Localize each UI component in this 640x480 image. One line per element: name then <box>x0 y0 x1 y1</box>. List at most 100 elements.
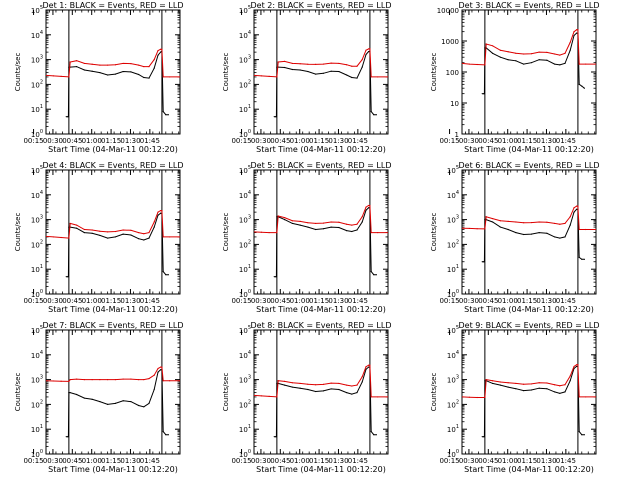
events-point <box>91 70 93 72</box>
events-point <box>167 114 169 116</box>
x-tick-label: 01:15 <box>517 137 537 145</box>
y-tick-label: 105 <box>447 165 459 175</box>
y-tick-exponent: 5 <box>456 325 459 331</box>
y-tick-base: 10 <box>31 451 40 459</box>
x-tick-label: 01:15 <box>309 297 329 305</box>
events-point <box>276 66 278 68</box>
y-tick-label: 102 <box>239 399 251 409</box>
events-point <box>276 382 278 385</box>
lld-point <box>595 63 596 65</box>
events-point <box>373 114 375 116</box>
lld-point <box>515 52 517 54</box>
lld-point <box>499 220 501 222</box>
y-tick-label: 101 <box>31 264 43 274</box>
events-point <box>291 68 293 71</box>
plot-frame <box>253 9 389 135</box>
lld-point <box>122 62 124 65</box>
events-point <box>515 60 517 62</box>
x-tick-label: 01:00 <box>498 457 518 465</box>
lld-point <box>52 236 54 238</box>
lld-point <box>322 222 324 224</box>
events-point <box>578 83 580 85</box>
lld-point <box>161 48 163 50</box>
lld-point <box>387 396 388 398</box>
x-tick-label: 00:30 <box>459 457 479 465</box>
events-point <box>559 237 561 239</box>
lld-point <box>276 76 278 78</box>
lld-point <box>368 48 370 50</box>
lld-point <box>523 383 525 385</box>
lld-point <box>260 231 262 233</box>
lld-point <box>330 62 332 64</box>
events-point <box>484 47 486 49</box>
lld-point <box>169 380 171 382</box>
lld-point <box>268 395 270 398</box>
events-point <box>138 73 140 76</box>
events-point <box>578 431 580 433</box>
lld-point <box>157 211 159 213</box>
events-point <box>91 398 93 400</box>
y-tick-exponent: 4 <box>40 30 43 36</box>
lld-point <box>564 52 566 54</box>
events-point <box>581 85 583 87</box>
plot-data <box>254 204 388 278</box>
y-tick-exponent: 4 <box>40 350 43 356</box>
lld-point <box>153 221 155 223</box>
lld-point <box>153 59 155 61</box>
x-axis-label: Start Time (04-Mar-11 00:12:20) <box>48 465 178 474</box>
x-tick-label: 00:15 <box>231 457 251 465</box>
lld-point <box>99 379 101 381</box>
y-tick-exponent: 0 <box>248 129 251 135</box>
events-point <box>143 239 145 241</box>
lld-point <box>46 380 47 382</box>
lld-point <box>143 66 145 68</box>
lld-point <box>361 59 363 61</box>
lld-point <box>530 221 532 224</box>
plot-data <box>462 364 596 438</box>
x-tick-label: 00:45 <box>478 137 498 145</box>
y-axis-label: Counts/sec <box>430 373 438 412</box>
y-tick-label: 103 <box>239 375 251 385</box>
events-point <box>143 76 145 79</box>
y-tick-label: 1000 <box>441 38 459 46</box>
lld-point <box>330 382 332 384</box>
plot-frame <box>461 169 597 295</box>
y-tick-base: 10 <box>31 32 40 40</box>
y-tick-base: 10 <box>31 192 40 200</box>
x-tick-label: 00:15 <box>439 457 459 465</box>
events-point <box>275 276 277 278</box>
lld-point <box>130 62 132 65</box>
lld-point <box>387 231 388 234</box>
events-point <box>322 72 324 74</box>
events-point <box>515 388 517 390</box>
lld-point <box>322 63 324 65</box>
lld-point <box>377 231 379 234</box>
y-tick-label: 102 <box>31 399 43 409</box>
lld-point <box>569 216 571 218</box>
lld-point <box>179 236 180 238</box>
y-tick-exponent: 2 <box>40 239 43 245</box>
lld-line <box>46 366 180 382</box>
x-tick-label: 01:00 <box>290 457 310 465</box>
events-point <box>275 436 277 438</box>
lld-point <box>153 374 155 376</box>
x-axis-label: Start Time (04-Mar-11 00:12:20) <box>256 465 386 474</box>
y-tick-exponent: 1 <box>248 104 251 110</box>
x-tick-label: 01:45 <box>140 297 160 305</box>
lld-point <box>315 63 317 66</box>
events-point <box>273 276 275 278</box>
events-point <box>160 51 162 53</box>
lld-point <box>148 66 150 68</box>
x-tick-label: 00:15 <box>231 297 251 305</box>
y-tick-label: 104 <box>447 190 459 200</box>
events-point <box>507 59 509 61</box>
events-point <box>99 71 101 74</box>
x-tick-label: 01:00 <box>82 457 102 465</box>
y-tick-base: 10 <box>31 426 40 434</box>
x-tick-label: 00:30 <box>43 457 63 465</box>
y-tick-exponent: 1 <box>40 424 43 430</box>
lld-point <box>476 63 478 66</box>
y-axis-label: Counts/sec <box>14 373 22 412</box>
y-tick-label: 105 <box>239 5 251 15</box>
lld-point <box>91 63 93 65</box>
